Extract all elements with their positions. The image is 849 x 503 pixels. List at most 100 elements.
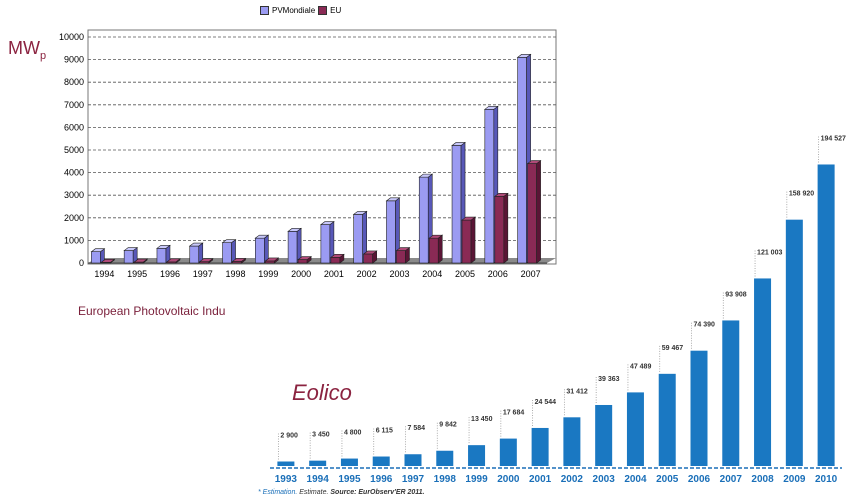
- pv-bar-eu: [526, 159, 542, 264]
- pv-bar-eu: [166, 258, 181, 264]
- wind-value-label: 3 450: [312, 432, 330, 439]
- wind-source-note: * Estimation. Estimate. Source: EurObser…: [258, 489, 425, 496]
- wind-value-label: 93 908: [725, 291, 747, 298]
- wind-xtick-label: 2006: [688, 474, 711, 485]
- pv-bar-world: [319, 220, 335, 264]
- wind-xtick-label: 2009: [783, 474, 806, 485]
- wind-value-label: 74 390: [694, 322, 716, 329]
- legend-label-world: PVMondiale: [272, 6, 316, 15]
- pv-xtick-label: 2004: [422, 269, 442, 279]
- wind-bar: [563, 417, 581, 466]
- wind-bar: [754, 278, 772, 466]
- wind-value-label: 9 842: [439, 422, 457, 429]
- wind-value-label: 17 684: [503, 410, 525, 417]
- pv-bar-world: [385, 197, 401, 264]
- wind-bar: [626, 392, 644, 466]
- pv-ytick-label: 3000: [64, 190, 84, 200]
- pv-ytick-label: 0: [79, 258, 84, 268]
- wind-xtick-label: 2005: [656, 474, 679, 485]
- wind-value-label: 6 115: [376, 428, 393, 435]
- pv-bar-eu: [329, 253, 345, 264]
- wind-xtick-label: 1998: [434, 474, 457, 485]
- pv-xtick-label: 2005: [455, 269, 475, 279]
- wind-bar: [309, 460, 327, 466]
- pv-xtick-label: 2002: [357, 269, 377, 279]
- wind-xtick-label: 1997: [402, 474, 425, 485]
- pv-xtick-label: 2001: [324, 269, 344, 279]
- pv-bar-world: [221, 239, 237, 264]
- pv-bar-world: [188, 242, 204, 264]
- pv-caption: European Photovoltaic Indu: [78, 304, 226, 318]
- wind-value-label: 7 584: [408, 425, 426, 432]
- pv-xtick-label: 1999: [258, 269, 278, 279]
- pv-ytick-label: 9000: [64, 55, 84, 65]
- legend-label-eu: EU: [330, 6, 342, 15]
- wind-value-label: 47 489: [630, 363, 652, 370]
- wind-bar: [436, 450, 454, 466]
- wind-xtick-label: 1999: [465, 474, 488, 485]
- legend-swatch-world: [260, 6, 269, 15]
- pv-xtick-label: 1995: [127, 269, 147, 279]
- wind-bar: [690, 350, 708, 466]
- pv-xtick-label: 1997: [193, 269, 213, 279]
- wind-bar: [372, 456, 390, 466]
- wind-bar: [817, 164, 835, 466]
- wind-bar: [277, 461, 295, 466]
- pv-ytick-label: 8000: [64, 77, 84, 87]
- wind-bar: [785, 219, 803, 466]
- wind-xtick-label: 2002: [561, 474, 584, 485]
- pv-bar-world: [352, 210, 368, 264]
- pv-ytick-label: 5000: [64, 145, 84, 155]
- wind-xtick-label: 2008: [751, 474, 774, 485]
- wind-value-label: 59 467: [662, 345, 684, 352]
- wind-xtick-label: 2003: [593, 474, 616, 485]
- pv-chart: 0 1000 2000 3000 4000 5000 6000 7000 8000 9000 100…: [59, 29, 557, 279]
- wind-value-label: 121 003: [757, 249, 782, 256]
- wind-bar: [722, 320, 740, 466]
- pv-legend: PVMondiale EU: [260, 6, 341, 15]
- pv-ytick-label: 2000: [64, 213, 84, 223]
- wind-title: Eolico: [292, 380, 352, 405]
- wind-value-label: 13 450: [471, 416, 493, 423]
- wind-value-label: 158 920: [789, 191, 814, 198]
- wind-bar: [595, 404, 613, 466]
- wind-value-label: 2 900: [280, 433, 298, 440]
- wind-value-label: 39 363: [598, 376, 620, 383]
- wind-bar: [531, 427, 549, 466]
- wind-xtick-label: 1993: [275, 474, 298, 485]
- wind-bar: [404, 454, 422, 466]
- pv-bar-eu: [133, 258, 149, 264]
- pv-ytick-label: 6000: [64, 122, 84, 132]
- pv-unit-label: MWp: [8, 38, 47, 62]
- pv-xtick-label: 2000: [291, 269, 311, 279]
- pv-xtick-label: 1996: [160, 269, 180, 279]
- pv-xtick-label: 2007: [521, 269, 541, 279]
- wind-bar: [468, 445, 486, 466]
- pv-xtick-label: 1994: [94, 269, 114, 279]
- pv-bar-world: [90, 248, 106, 264]
- wind-bar: [499, 438, 517, 466]
- pv-bar-eu: [428, 234, 444, 264]
- pv-bar-eu: [362, 250, 378, 264]
- wind-xtick-label: 2010: [815, 474, 838, 485]
- pv-bar-world: [156, 244, 171, 264]
- wind-value-label: 194 527: [821, 135, 846, 142]
- pv-xtick-label: 2006: [488, 269, 508, 279]
- wind-xtick-label: 2004: [624, 474, 647, 485]
- wind-value-label: 31 412: [566, 388, 588, 395]
- wind-xtick-label: 1994: [307, 474, 330, 485]
- pv-bar-eu: [395, 246, 411, 264]
- pv-bar-world: [254, 234, 270, 264]
- pv-xtick-label: 2003: [389, 269, 409, 279]
- legend-swatch-eu: [318, 6, 328, 15]
- wind-bar: [340, 458, 358, 466]
- wind-bar: [658, 373, 676, 466]
- pv-bar-eu: [100, 258, 116, 264]
- wind-xtick-label: 1996: [370, 474, 393, 485]
- pv-ytick-label: 7000: [64, 100, 84, 110]
- pv-ytick-label: 10000: [59, 32, 84, 42]
- wind-xtick-label: 1995: [338, 474, 361, 485]
- pv-bar-eu: [297, 256, 313, 264]
- pv-ytick-label: 1000: [64, 235, 84, 245]
